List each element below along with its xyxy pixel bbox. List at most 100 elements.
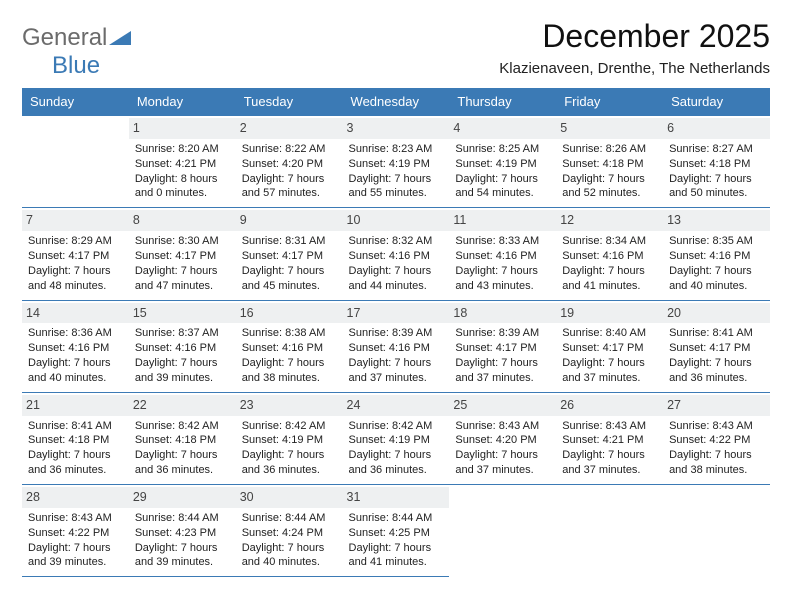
location-text: Klazienaveen, Drenthe, The Netherlands [499, 60, 770, 77]
sunrise-text: Sunrise: 8:27 AM [669, 142, 764, 157]
sunrise-text: Sunrise: 8:25 AM [455, 142, 550, 157]
sunset-text: Sunset: 4:21 PM [135, 157, 230, 172]
daylight-text: Daylight: 7 hours and 37 minutes. [562, 356, 657, 386]
calendar-day-cell: 20Sunrise: 8:41 AMSunset: 4:17 PMDayligh… [663, 300, 770, 392]
day-number: 11 [449, 210, 556, 231]
calendar-day-cell: . [449, 485, 556, 577]
sunset-text: Sunset: 4:22 PM [28, 526, 123, 541]
sunrise-text: Sunrise: 8:34 AM [562, 234, 657, 249]
daylight-text: Daylight: 7 hours and 37 minutes. [349, 356, 444, 386]
calendar-day-cell: 10Sunrise: 8:32 AMSunset: 4:16 PMDayligh… [343, 208, 450, 300]
sunset-text: Sunset: 4:20 PM [455, 433, 550, 448]
sunset-text: Sunset: 4:16 PM [349, 341, 444, 356]
day-number: 18 [449, 303, 556, 324]
daylight-text: Daylight: 7 hours and 39 minutes. [135, 356, 230, 386]
day-number: 30 [236, 487, 343, 508]
day-number: 5 [556, 118, 663, 139]
sunrise-text: Sunrise: 8:29 AM [28, 234, 123, 249]
calendar-day-cell: 24Sunrise: 8:42 AMSunset: 4:19 PMDayligh… [343, 392, 450, 484]
daylight-text: Daylight: 7 hours and 57 minutes. [242, 172, 337, 202]
sunset-text: Sunset: 4:20 PM [242, 157, 337, 172]
daylight-text: Daylight: 7 hours and 50 minutes. [669, 172, 764, 202]
sunset-text: Sunset: 4:19 PM [349, 157, 444, 172]
calendar-week-row: 21Sunrise: 8:41 AMSunset: 4:18 PMDayligh… [22, 392, 770, 484]
sunset-text: Sunset: 4:16 PM [349, 249, 444, 264]
daylight-text: Daylight: 7 hours and 41 minutes. [562, 264, 657, 294]
calendar-day-cell: 28Sunrise: 8:43 AMSunset: 4:22 PMDayligh… [22, 485, 129, 577]
sunset-text: Sunset: 4:16 PM [135, 341, 230, 356]
sunrise-text: Sunrise: 8:44 AM [349, 511, 444, 526]
calendar-day-cell: 4 Sunrise: 8:25 AMSunset: 4:19 PMDaylight… [449, 116, 556, 208]
daylight-text: Daylight: 7 hours and 39 minutes. [135, 541, 230, 571]
day-number: 3 [343, 118, 450, 139]
calendar-day-cell: 16 Sunrise: 8:38 AMSunset: 4:16 PMDayligh… [236, 300, 343, 392]
daylight-text: Daylight: 7 hours and 52 minutes. [562, 172, 657, 202]
daylight-text: Daylight: 7 hours and 44 minutes. [349, 264, 444, 294]
daylight-text: Daylight: 7 hours and 38 minutes. [669, 448, 764, 478]
sunrise-text: Sunrise: 8:39 AM [349, 326, 444, 341]
sunset-text: Sunset: 4:17 PM [28, 249, 123, 264]
day-number: 21 [22, 395, 129, 416]
weekday-header-row: SundayMondayTuesdayWednesdayThursdayFrid… [22, 88, 770, 116]
daylight-text: Daylight: 7 hours and 38 minutes. [242, 356, 337, 386]
sunrise-text: Sunrise: 8:41 AM [669, 326, 764, 341]
day-number: 14 [22, 303, 129, 324]
calendar-day-cell: 1 Sunrise: 8:20 AMSunset: 4:21 PMDaylight… [129, 116, 236, 208]
sunset-text: Sunset: 4:19 PM [242, 433, 337, 448]
sunset-text: Sunset: 4:18 PM [28, 433, 123, 448]
daylight-text: Daylight: 7 hours and 37 minutes. [455, 356, 550, 386]
daylight-text: Daylight: 7 hours and 36 minutes. [669, 356, 764, 386]
sunset-text: Sunset: 4:23 PM [135, 526, 230, 541]
sunrise-text: Sunrise: 8:42 AM [349, 419, 444, 434]
day-number: 1 [129, 118, 236, 139]
daylight-text: Daylight: 7 hours and 55 minutes. [349, 172, 444, 202]
daylight-text: Daylight: 7 hours and 54 minutes. [455, 172, 550, 202]
sunrise-text: Sunrise: 8:36 AM [28, 326, 123, 341]
sunset-text: Sunset: 4:18 PM [562, 157, 657, 172]
day-number: 26 [556, 395, 663, 416]
sunset-text: Sunset: 4:19 PM [455, 157, 550, 172]
calendar-day-cell: . [663, 485, 770, 577]
calendar-day-cell: 9Sunrise: 8:31 AMSunset: 4:17 PMDaylight… [236, 208, 343, 300]
sunrise-text: Sunrise: 8:35 AM [669, 234, 764, 249]
calendar-day-cell: 23Sunrise: 8:42 AMSunset: 4:19 PMDayligh… [236, 392, 343, 484]
daylight-text: Daylight: 7 hours and 36 minutes. [28, 448, 123, 478]
sunset-text: Sunset: 4:16 PM [28, 341, 123, 356]
daylight-text: Daylight: 7 hours and 37 minutes. [455, 448, 550, 478]
sunrise-text: Sunrise: 8:20 AM [135, 142, 230, 157]
sunset-text: Sunset: 4:22 PM [669, 433, 764, 448]
day-number: 13 [663, 210, 770, 231]
daylight-text: Daylight: 7 hours and 43 minutes. [455, 264, 550, 294]
day-number: 4 [449, 118, 556, 139]
sunset-text: Sunset: 4:16 PM [242, 341, 337, 356]
sunrise-text: Sunrise: 8:32 AM [349, 234, 444, 249]
calendar-day-cell: 25Sunrise: 8:43 AMSunset: 4:20 PMDayligh… [449, 392, 556, 484]
calendar-day-cell: 17Sunrise: 8:39 AMSunset: 4:16 PMDayligh… [343, 300, 450, 392]
weekday-header: Sunday [22, 88, 129, 116]
page-title: December 2025 [542, 18, 770, 55]
weekday-header: Saturday [663, 88, 770, 116]
sunrise-text: Sunrise: 8:38 AM [242, 326, 337, 341]
sunrise-text: Sunrise: 8:39 AM [455, 326, 550, 341]
weekday-header: Tuesday [236, 88, 343, 116]
daylight-text: Daylight: 7 hours and 40 minutes. [28, 356, 123, 386]
calendar-day-cell: 26Sunrise: 8:43 AMSunset: 4:21 PMDayligh… [556, 392, 663, 484]
sunrise-text: Sunrise: 8:22 AM [242, 142, 337, 157]
day-number: 7 [22, 210, 129, 231]
calendar-day-cell: 5Sunrise: 8:26 AMSunset: 4:18 PMDaylight… [556, 116, 663, 208]
day-number: 20 [663, 303, 770, 324]
day-number: 16 [236, 303, 343, 324]
calendar-day-cell: 7Sunrise: 8:29 AMSunset: 4:17 PMDaylight… [22, 208, 129, 300]
day-number: 6 [663, 118, 770, 139]
sunrise-text: Sunrise: 8:42 AM [242, 419, 337, 434]
day-number: 19 [556, 303, 663, 324]
daylight-text: Daylight: 8 hours and 0 minutes. [135, 172, 230, 202]
sunrise-text: Sunrise: 8:42 AM [135, 419, 230, 434]
calendar-day-cell: 2Sunrise: 8:22 AMSunset: 4:20 PMDaylight… [236, 116, 343, 208]
weekday-header: Friday [556, 88, 663, 116]
calendar-week-row: 7Sunrise: 8:29 AMSunset: 4:17 PMDaylight… [22, 208, 770, 300]
sunset-text: Sunset: 4:17 PM [135, 249, 230, 264]
calendar-week-row: 28Sunrise: 8:43 AMSunset: 4:22 PMDayligh… [22, 485, 770, 577]
sunset-text: Sunset: 4:16 PM [669, 249, 764, 264]
calendar-day-cell: 22Sunrise: 8:42 AMSunset: 4:18 PMDayligh… [129, 392, 236, 484]
